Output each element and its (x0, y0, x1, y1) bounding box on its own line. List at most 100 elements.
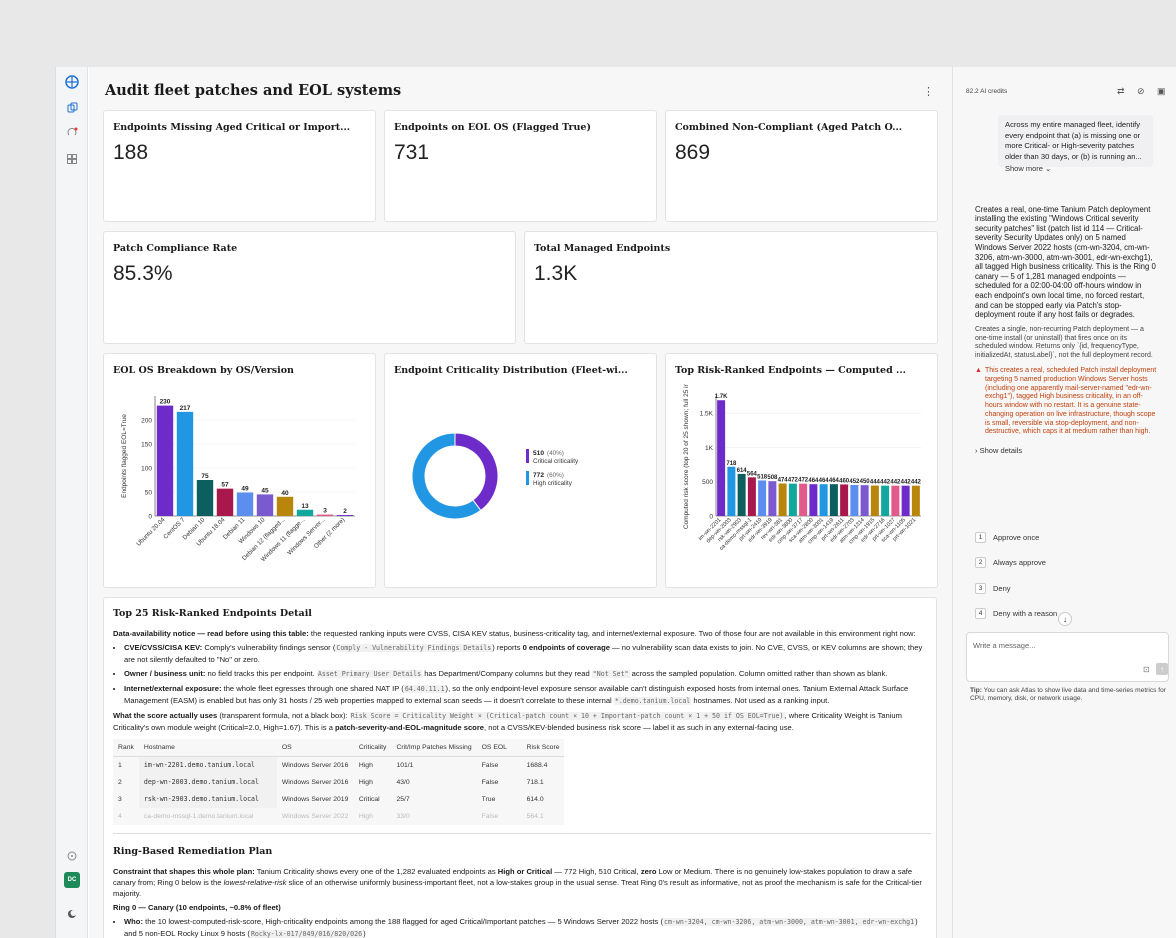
kpi-title: Endpoints on EOL OS (Flagged True) (394, 122, 591, 133)
bar (276, 496, 294, 516)
kpi-card-combined-noncompliant[interactable]: Combined Non-Compliant (Aged Patch O... … (665, 110, 938, 222)
bar (336, 515, 354, 516)
bar (296, 509, 314, 516)
data-label: 460 (839, 478, 850, 484)
bar (891, 485, 900, 516)
bar (737, 473, 746, 516)
list-item: Internet/external exposure: the whole fl… (124, 683, 931, 707)
scroll-down-icon[interactable]: ↓ (1058, 612, 1072, 626)
data-label: 57 (221, 482, 229, 489)
data-label: 230 (160, 399, 171, 406)
detail-panel: Top 25 Risk-Ranked Endpoints Detail Data… (103, 597, 937, 938)
list-item: Owner / business unit: no field tracks t… (124, 668, 931, 680)
grid-icon[interactable] (64, 151, 80, 167)
approve-once-option[interactable]: 1 Approve once (975, 532, 1153, 543)
logo-icon[interactable] (64, 74, 80, 90)
kpi-value: 731 (394, 141, 430, 164)
kpi-value: 869 (675, 141, 711, 164)
link-icon[interactable]: ⊘ (1137, 86, 1145, 96)
risk-table: Rank Hostname OS Criticality Crit/Imp Patche… (113, 739, 565, 825)
data-label: 45 (261, 487, 269, 494)
chart-card-criticality[interactable]: Endpoint Criticality Distribution (Fleet… (384, 353, 657, 588)
y-tick-label: 1.5K (700, 411, 714, 418)
bar (727, 466, 736, 516)
notice-list: CVE/CVSS/CISA KEV: Comply's vulnerabilit… (124, 642, 931, 707)
kpi-card-eol-os[interactable]: Endpoints on EOL OS (Flagged True) 731 (384, 110, 657, 222)
bar (799, 483, 808, 516)
list-item: CVE/CVSS/CISA KEV: Comply's vulnerabilit… (124, 642, 931, 665)
kpi-card-total-endpoints[interactable]: Total Managed Endpoints 1.3K (524, 231, 938, 344)
y-tick-label: 50 (145, 490, 153, 497)
data-label: 442 (880, 480, 891, 486)
notice-paragraph: Data-availability notice — read before u… (113, 629, 916, 638)
tool-note: Creates a single, non-recurring Patch de… (975, 325, 1153, 360)
kpi-title: Endpoints Missing Aged Critical or Impor… (113, 122, 351, 133)
more-options-icon[interactable]: ⋮ (923, 86, 934, 98)
kpi-value: 188 (113, 141, 149, 164)
bar (176, 411, 194, 516)
data-label: 518 (757, 474, 768, 480)
warning-icon: ▲ (975, 366, 982, 374)
swap-icon[interactable]: ⇄ (1117, 86, 1125, 96)
y-tick-label: 1K (705, 445, 714, 452)
data-label: 217 (180, 405, 191, 412)
data-label: 464 (829, 478, 840, 484)
deployment-description: Creates a real, one-time Tanium Patch de… (975, 204, 1156, 320)
bar (216, 488, 234, 516)
dashboard-main: Audit fleet patches and EOL systems ⋮ En… (89, 67, 952, 938)
kpi-value: 1.3K (534, 262, 578, 285)
data-label: 452 (849, 479, 860, 485)
data-label: 472 (798, 478, 809, 484)
data-label: 40 (281, 490, 289, 497)
legend-pct: (60%) (547, 472, 564, 479)
score-paragraph: What the score actually uses (transparen… (113, 711, 902, 732)
legend-swatch (526, 471, 529, 485)
table-row[interactable]: 1 im-wn-2201.demo.tanium.local Windows Ser… (113, 756, 564, 774)
pie-slice (411, 432, 482, 520)
detail-title: Top 25 Risk-Ranked Endpoints Detail (113, 608, 312, 619)
bar (256, 494, 274, 516)
avatar[interactable]: DC (64, 872, 80, 888)
activity-icon[interactable] (64, 124, 80, 140)
chart-card-risk[interactable]: Top Risk-Ranked Endpoints — Computed ...… (665, 353, 938, 588)
show-more-link[interactable]: Show more ⌄ (1005, 164, 1052, 173)
legend-label: High criticality (533, 480, 573, 487)
message-input[interactable]: Write a message... (973, 641, 1036, 650)
left-rail: DC (56, 67, 88, 938)
help-icon[interactable] (64, 848, 80, 864)
data-label: 718 (726, 461, 737, 467)
y-axis-label: Endpoints flagged EOL=True (121, 414, 128, 498)
kpi-title: Patch Compliance Rate (113, 243, 238, 254)
bar (911, 485, 920, 516)
table-row[interactable]: 2 dep-wn-2003.demo.tanium.local Windows Se… (113, 774, 564, 791)
panel-icon[interactable]: ▣ (1157, 86, 1166, 96)
data-label: 442 (890, 480, 901, 486)
always-approve-option[interactable]: 2 Always approve (975, 557, 1153, 568)
message-composer[interactable]: Write a message... ⊡ ↑ (966, 632, 1169, 682)
deny-option[interactable]: 3 Deny (975, 583, 1153, 594)
bar (788, 483, 797, 516)
bar (156, 405, 174, 516)
theme-icon[interactable] (64, 906, 80, 922)
table-row[interactable]: 4 ca-demo-mssql-1.demo.tanium.local Window… (118, 813, 544, 820)
bar (758, 480, 767, 516)
bar (778, 483, 787, 516)
copy-icon[interactable] (64, 99, 80, 115)
legend-value: 510 (533, 450, 544, 457)
attach-icon[interactable]: ⊡ (1143, 665, 1150, 674)
send-icon[interactable]: ↑ (1156, 663, 1168, 675)
y-tick-label: 200 (141, 418, 152, 425)
kpi-card-compliance-rate[interactable]: Patch Compliance Rate 85.3% (103, 231, 516, 344)
deny-with-reason-option[interactable]: 4 Deny with a reason (975, 608, 1153, 619)
data-label: 444 (870, 480, 881, 486)
divider (113, 833, 931, 834)
table-row[interactable]: 3 rsk-wn-2903.demo.tanium.local Windows Se… (113, 791, 564, 808)
kpi-title: Combined Non-Compliant (Aged Patch O... (675, 122, 903, 133)
show-details-link[interactable]: › Show details (975, 446, 1023, 456)
legend-swatch (526, 449, 529, 463)
ai-credits: 82.2 AI credits (966, 88, 1008, 95)
data-label: 474 (778, 477, 789, 483)
kpi-card-missing-patches[interactable]: Endpoints Missing Aged Critical or Impor… (103, 110, 376, 222)
chart-card-eol[interactable]: EOL OS Breakdown by OS/Version 0 50 100 150… (103, 353, 376, 588)
